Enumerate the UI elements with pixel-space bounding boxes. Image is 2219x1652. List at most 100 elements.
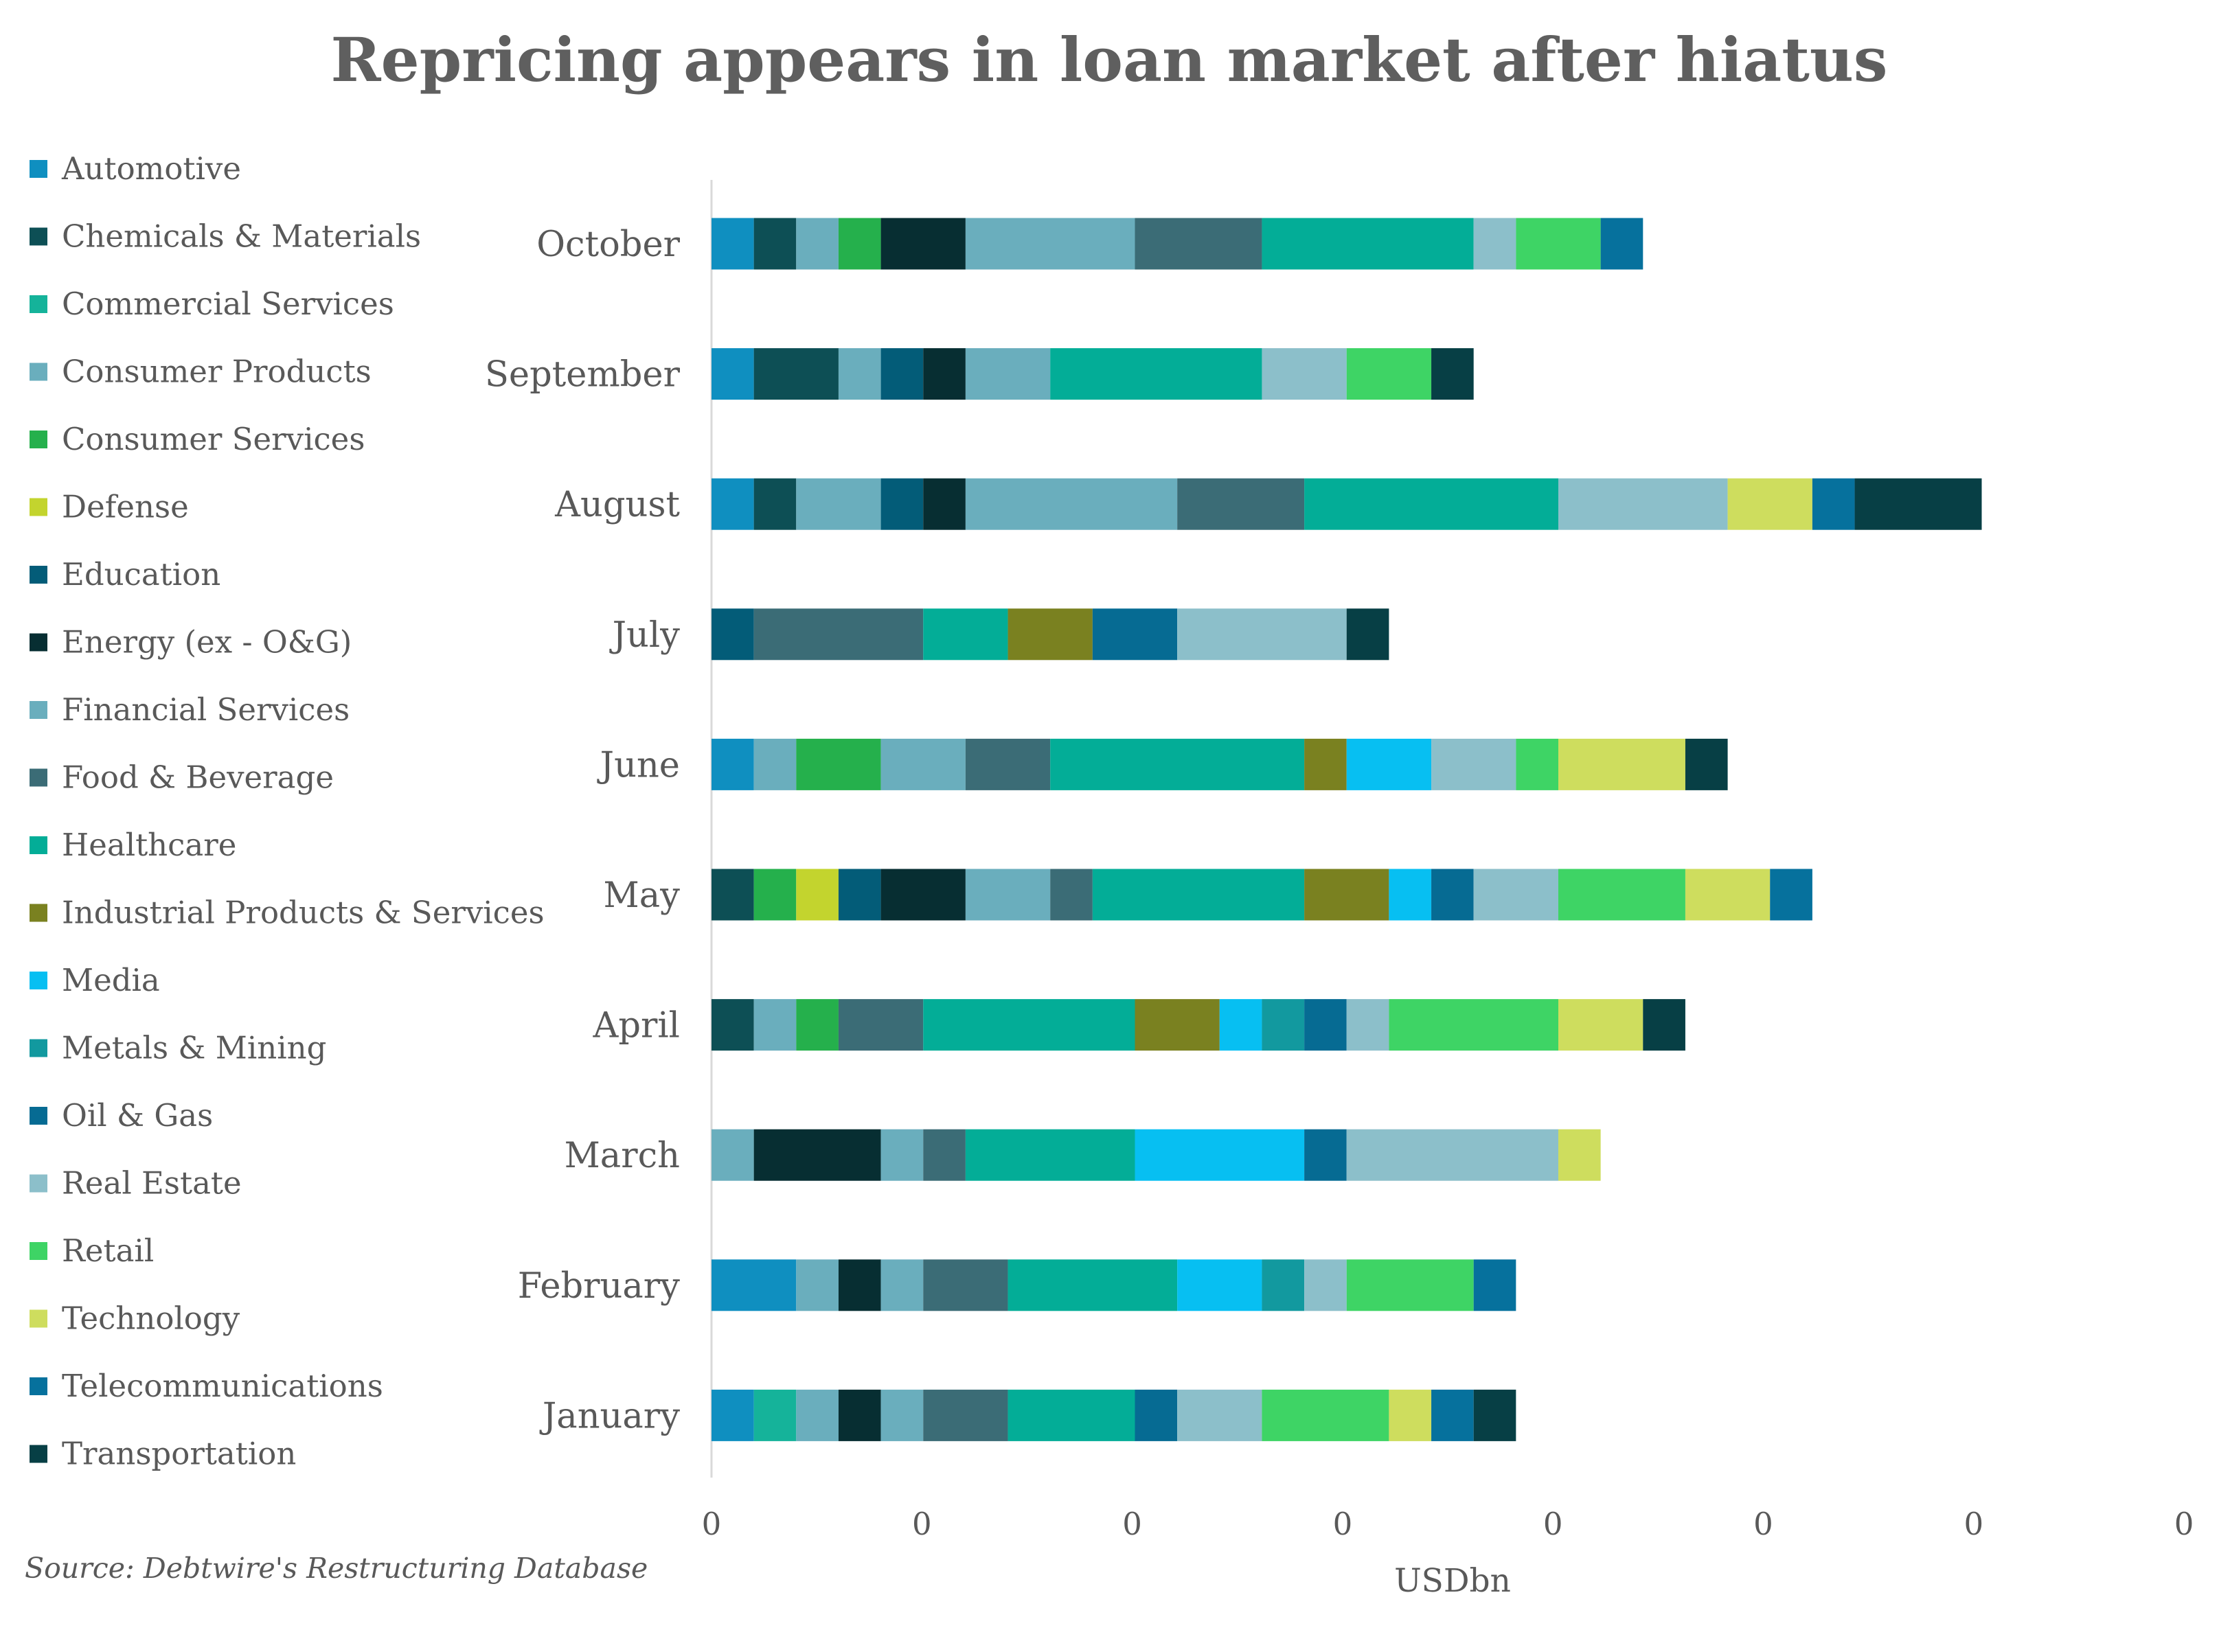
bar-segment xyxy=(1008,1259,1178,1311)
legend-item: Energy (ex - O&G) xyxy=(30,624,352,661)
bar-segment xyxy=(1346,1129,1558,1181)
legend-label: Commercial Services xyxy=(62,286,394,322)
bar-segment xyxy=(1262,1389,1389,1441)
legend-swatch xyxy=(30,1242,47,1260)
bar-segment xyxy=(712,1259,797,1311)
bar-segment xyxy=(923,1259,1008,1311)
bar-segment xyxy=(838,348,881,400)
bar-segment xyxy=(1346,999,1389,1051)
legend-item: Media xyxy=(30,962,160,998)
bar-segment xyxy=(1262,348,1347,400)
source-note: Source: Debtwire's Restructuring Databas… xyxy=(25,1552,648,1585)
bar-segment xyxy=(1473,218,1516,270)
bar-segment xyxy=(753,1389,797,1441)
bar-segment xyxy=(1389,999,1558,1051)
bar-segment xyxy=(1558,1129,1601,1181)
category-label: May xyxy=(604,875,681,916)
bar-segment xyxy=(880,738,966,790)
bar-segment xyxy=(923,608,1008,661)
bar-september xyxy=(712,348,1474,400)
legend-swatch xyxy=(30,1445,47,1463)
bar-segment xyxy=(796,869,839,921)
legend-item: Consumer Products xyxy=(30,354,372,390)
legend-label: Energy (ex - O&G) xyxy=(62,624,352,661)
bar-segment xyxy=(923,1129,966,1181)
bar-segment xyxy=(1135,1129,1305,1181)
bar-segment xyxy=(1050,738,1305,790)
bar-segment xyxy=(1304,999,1347,1051)
bar-segment xyxy=(712,218,754,270)
category-label: January xyxy=(539,1396,680,1436)
bar-june xyxy=(712,738,1728,790)
legend-swatch xyxy=(30,701,47,719)
bar-segment xyxy=(1135,999,1220,1051)
bar-segment xyxy=(753,218,797,270)
legend-swatch xyxy=(30,1377,47,1395)
bar-segment xyxy=(753,738,797,790)
bar-segment xyxy=(796,738,881,790)
bar-segment xyxy=(753,348,839,400)
bar-segment xyxy=(1643,999,1685,1051)
legend-label: Consumer Services xyxy=(62,421,365,457)
bar-segment xyxy=(965,869,1051,921)
category-label: March xyxy=(565,1136,680,1176)
bar-segment xyxy=(1304,1259,1347,1311)
chart-title: Repricing appears in loan market after h… xyxy=(331,24,1888,95)
bar-segment xyxy=(965,218,1135,270)
bar-february xyxy=(712,1259,1516,1311)
bar-segment xyxy=(1558,869,1685,921)
bar-segment xyxy=(838,218,881,270)
category-label: August xyxy=(554,485,680,525)
legend-item: Financial Services xyxy=(30,691,350,728)
bar-segment xyxy=(1558,738,1685,790)
bar-segment xyxy=(753,608,924,661)
bar-segment xyxy=(880,348,924,400)
bar-segment xyxy=(923,1389,1008,1441)
x-tick-label: 0 xyxy=(912,1506,932,1542)
legend-label: Financial Services xyxy=(62,691,350,728)
legend-label: Retail xyxy=(62,1232,154,1269)
bar-segment xyxy=(1008,1389,1135,1441)
bar-segment xyxy=(1262,999,1305,1051)
bar-segment xyxy=(796,1389,839,1441)
bar-segment xyxy=(1135,218,1262,270)
legend-item: Oil & Gas xyxy=(30,1097,213,1134)
bar-segment xyxy=(712,1129,754,1181)
bar-march xyxy=(712,1129,1601,1181)
bar-segment xyxy=(712,478,754,530)
legend-swatch xyxy=(30,633,47,652)
legend-item: Healthcare xyxy=(30,827,236,863)
legend: Automotive Chemicals & Materials Commercia… xyxy=(30,150,545,1472)
category-label: October xyxy=(536,225,680,265)
legend-swatch xyxy=(30,295,47,313)
bar-segment xyxy=(796,218,839,270)
bar-segment xyxy=(880,1129,924,1181)
bar-august xyxy=(712,478,1982,530)
legend-swatch xyxy=(30,363,47,381)
legend-label: Oil & Gas xyxy=(62,1097,213,1134)
bar-segment xyxy=(796,999,839,1051)
bar-april xyxy=(712,999,1685,1051)
legend-swatch xyxy=(30,227,47,246)
legend-swatch xyxy=(30,768,47,787)
legend-item: Education xyxy=(30,556,220,593)
bar-segment xyxy=(1516,218,1601,270)
legend-swatch xyxy=(30,904,47,922)
legend-item: Industrial Products & Services xyxy=(30,895,545,931)
bar-segment xyxy=(1473,1259,1516,1311)
bar-segment xyxy=(1558,999,1643,1051)
bar-segment xyxy=(1050,348,1262,400)
bar-january xyxy=(712,1389,1516,1441)
bar-segment xyxy=(923,478,966,530)
bar-segment xyxy=(1008,608,1093,661)
legend-item: Chemicals & Materials xyxy=(30,218,421,255)
legend-label: Chemicals & Materials xyxy=(62,218,421,255)
bar-segment xyxy=(1389,1389,1432,1441)
legend-item: Retail xyxy=(30,1232,154,1269)
legend-label: Telecommunications xyxy=(62,1368,383,1404)
x-tick-label: 0 xyxy=(2174,1506,2194,1542)
legend-swatch xyxy=(30,1107,47,1125)
bar-segment xyxy=(1092,608,1178,661)
bar-segment xyxy=(1135,1389,1178,1441)
bar-segment xyxy=(1346,1259,1474,1311)
